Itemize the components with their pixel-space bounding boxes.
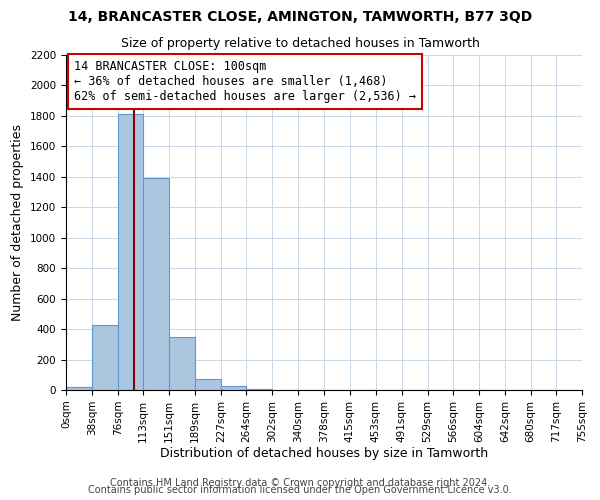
Bar <box>66 387 92 390</box>
Bar <box>195 378 221 390</box>
Text: Contains HM Land Registry data © Crown copyright and database right 2024.: Contains HM Land Registry data © Crown c… <box>110 478 490 488</box>
Text: 14 BRANCASTER CLOSE: 100sqm
← 36% of detached houses are smaller (1,468)
62% of : 14 BRANCASTER CLOSE: 100sqm ← 36% of det… <box>74 60 416 103</box>
Bar <box>221 386 247 390</box>
Bar <box>92 324 118 390</box>
Text: Contains public sector information licensed under the Open Government Licence v3: Contains public sector information licen… <box>88 485 512 495</box>
Text: 14, BRANCASTER CLOSE, AMINGTON, TAMWORTH, B77 3QD: 14, BRANCASTER CLOSE, AMINGTON, TAMWORTH… <box>68 10 532 24</box>
Y-axis label: Number of detached properties: Number of detached properties <box>11 124 25 321</box>
Text: Size of property relative to detached houses in Tamworth: Size of property relative to detached ho… <box>121 38 479 51</box>
Bar <box>143 178 169 390</box>
Bar <box>169 336 195 390</box>
Bar <box>247 389 272 390</box>
Bar <box>118 114 143 390</box>
X-axis label: Distribution of detached houses by size in Tamworth: Distribution of detached houses by size … <box>160 448 488 460</box>
